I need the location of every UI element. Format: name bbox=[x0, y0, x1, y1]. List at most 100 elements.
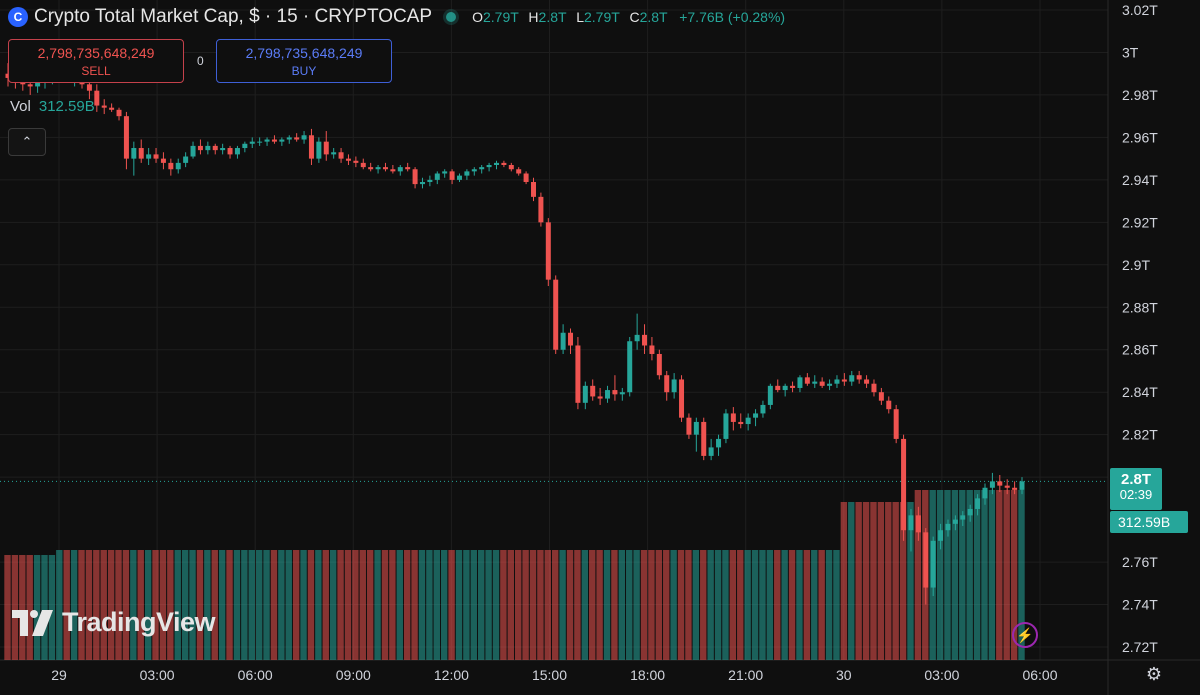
volume-bar bbox=[833, 550, 840, 660]
volume-bar bbox=[292, 550, 300, 660]
candle-body bbox=[538, 196, 544, 223]
candle-body bbox=[597, 396, 603, 399]
volume-bar bbox=[640, 550, 648, 660]
volume-bar bbox=[85, 550, 93, 660]
candle-body bbox=[915, 515, 921, 533]
volume-bar bbox=[670, 550, 677, 660]
candle-body bbox=[316, 141, 322, 159]
volume-bar bbox=[529, 550, 537, 660]
volume-bar bbox=[26, 555, 33, 660]
candle-body bbox=[94, 90, 100, 106]
volume-bar bbox=[581, 550, 589, 660]
volume-bar bbox=[78, 550, 85, 660]
candle-body bbox=[701, 421, 707, 456]
volume-bar bbox=[218, 550, 226, 660]
volume-bar bbox=[152, 550, 159, 660]
market-status-icon[interactable] bbox=[446, 12, 457, 22]
price-axis-label: 2.9T bbox=[1122, 257, 1150, 273]
symbol-title[interactable]: Crypto Total Market Cap, $ · 15 · CRYPTO… bbox=[34, 6, 433, 27]
price-axis-label: 2.94T bbox=[1122, 172, 1158, 188]
buy-button[interactable]: 2,798,735,648,249 BUY bbox=[216, 39, 392, 83]
candle-body bbox=[153, 154, 159, 159]
candle-body bbox=[878, 392, 884, 401]
volume-bar bbox=[870, 502, 877, 660]
candle-body bbox=[27, 84, 33, 87]
volume-bar bbox=[840, 502, 848, 660]
volume-bar bbox=[448, 550, 455, 660]
volume-bar bbox=[255, 550, 263, 660]
candle-body bbox=[405, 167, 411, 170]
volume-bar bbox=[707, 550, 714, 660]
volume-bar bbox=[759, 550, 766, 660]
volume-bar bbox=[107, 550, 115, 660]
volume-bar bbox=[855, 502, 862, 660]
volume-bar bbox=[944, 490, 951, 660]
sell-button[interactable]: 2,798,735,648,249 SELL bbox=[8, 39, 184, 83]
candle-body bbox=[560, 332, 566, 350]
buy-label: BUY bbox=[291, 64, 317, 78]
candle-body bbox=[893, 409, 899, 439]
volume-bar bbox=[737, 550, 744, 660]
candle-body bbox=[205, 145, 211, 151]
volume-bar bbox=[359, 550, 366, 660]
candle-body bbox=[323, 141, 329, 155]
volume-bar bbox=[33, 555, 41, 660]
candle-body bbox=[508, 165, 514, 170]
volume-bar bbox=[41, 555, 48, 660]
price-axis-label: 2.82T bbox=[1122, 427, 1158, 443]
candle-body bbox=[819, 381, 825, 386]
volume-bar bbox=[700, 550, 707, 660]
candle-body bbox=[220, 148, 226, 151]
last-volume-label: 312.59B bbox=[1110, 511, 1188, 533]
candle-body bbox=[834, 379, 840, 384]
candle-body bbox=[345, 158, 351, 161]
tradingview-logo[interactable]: TradingView bbox=[12, 607, 216, 638]
volume-bar bbox=[1003, 490, 1010, 660]
volume-bar bbox=[566, 550, 574, 660]
candle-body bbox=[123, 116, 129, 159]
settings-icon[interactable]: ⚙ bbox=[1145, 664, 1163, 684]
candle-body bbox=[642, 334, 648, 346]
candle-body bbox=[886, 400, 892, 410]
candle-body bbox=[390, 169, 396, 172]
volume-bar bbox=[936, 490, 944, 660]
volume-bar bbox=[951, 490, 959, 660]
collapse-legend-button[interactable]: ⌃ bbox=[8, 128, 46, 156]
candle-body bbox=[109, 107, 115, 110]
time-axis-label: 18:00 bbox=[630, 667, 665, 683]
candle-body bbox=[516, 169, 522, 174]
lightning-icon[interactable]: ⚡ bbox=[1012, 622, 1038, 648]
candle-body bbox=[590, 385, 596, 397]
candle-body bbox=[242, 143, 248, 149]
candle-body bbox=[501, 162, 507, 166]
volume-bar bbox=[322, 550, 329, 660]
price-axis-label: 2.74T bbox=[1122, 597, 1158, 613]
candle-body bbox=[767, 385, 773, 405]
candle-body bbox=[419, 181, 425, 185]
candle-body bbox=[286, 137, 292, 140]
volume-bar bbox=[463, 550, 470, 660]
candle-body bbox=[708, 447, 714, 456]
bar-countdown: 02:39 bbox=[1119, 487, 1153, 502]
close-label: C bbox=[629, 9, 640, 25]
candle-body bbox=[294, 137, 300, 140]
volume-bar bbox=[315, 550, 322, 660]
candle-body bbox=[856, 375, 862, 380]
tradingview-logo-icon bbox=[12, 609, 53, 636]
volume-bar bbox=[500, 550, 507, 660]
volume-bar bbox=[633, 550, 640, 660]
volume-bar bbox=[226, 550, 233, 660]
candle-body bbox=[864, 379, 870, 384]
candle-body bbox=[960, 515, 966, 520]
volume-bar bbox=[167, 550, 174, 660]
time-axis-label: 09:00 bbox=[336, 667, 371, 683]
candle-body bbox=[442, 171, 448, 174]
candle-body bbox=[679, 379, 685, 418]
volume-bar bbox=[440, 550, 448, 660]
volume-bar bbox=[470, 550, 477, 660]
volume-bar bbox=[722, 550, 729, 660]
volume-bar bbox=[159, 550, 167, 660]
candle-body bbox=[930, 540, 936, 588]
candle-body bbox=[464, 171, 470, 176]
